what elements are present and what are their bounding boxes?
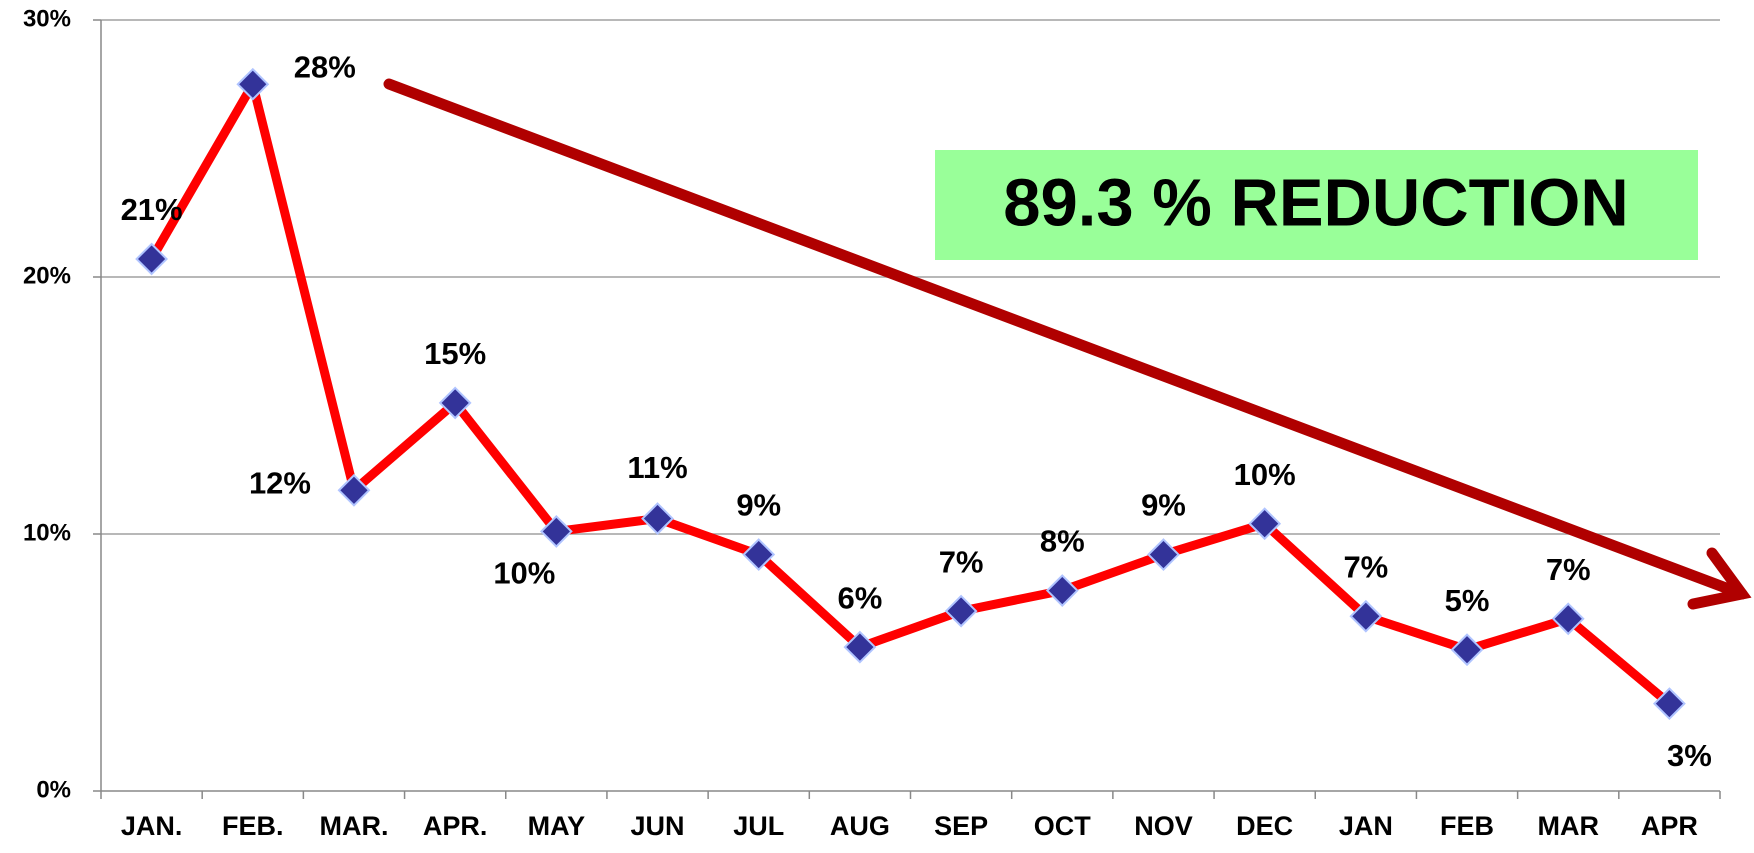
- y-tick-label: 30%: [23, 5, 71, 32]
- annotation-box: [935, 150, 1698, 260]
- trend-arrow: [383, 78, 1752, 610]
- data-label: 5%: [1445, 583, 1490, 618]
- y-tick-label: 20%: [23, 262, 71, 289]
- x-tick-label: JAN.: [121, 811, 183, 841]
- x-tick-label: MAR: [1537, 811, 1599, 841]
- x-tick-label: FEB.: [222, 811, 284, 841]
- arrow-shaft: [383, 78, 1748, 600]
- data-label: 10%: [1234, 457, 1296, 492]
- data-label: 7%: [939, 544, 984, 579]
- x-tick-label: FEB: [1440, 811, 1494, 841]
- marker: [1652, 687, 1686, 721]
- marker: [641, 502, 674, 535]
- arrow-head: [1687, 547, 1752, 610]
- x-tick-label: JUL: [733, 811, 784, 841]
- marker: [1349, 599, 1383, 633]
- marker: [742, 538, 776, 571]
- marker: [337, 473, 371, 507]
- data-label: 7%: [1343, 549, 1388, 584]
- x-tick-label: AUG: [830, 811, 890, 841]
- marker: [236, 67, 270, 101]
- x-tick-label: SEP: [934, 811, 988, 841]
- data-label: 12%: [249, 465, 311, 500]
- data-label: 9%: [736, 488, 781, 523]
- x-tick-label: MAR.: [319, 811, 388, 841]
- x-tick-label: APR: [1641, 811, 1698, 841]
- marker: [944, 594, 978, 628]
- marker: [1248, 507, 1282, 541]
- marker: [1551, 602, 1585, 636]
- data-label: 9%: [1141, 488, 1186, 523]
- marker: [438, 386, 472, 420]
- x-tick-label: MAY: [528, 811, 586, 841]
- marker: [1147, 538, 1180, 571]
- series-line: [147, 79, 1673, 708]
- y-tick-label: 0%: [36, 776, 71, 803]
- y-tick-label: 10%: [23, 519, 71, 546]
- data-label: 15%: [424, 336, 486, 371]
- marker: [843, 630, 877, 664]
- data-label: 21%: [121, 192, 183, 227]
- data-label: 3%: [1667, 738, 1712, 773]
- data-label: 7%: [1546, 552, 1591, 587]
- marker: [539, 515, 573, 548]
- x-tick-label: NOV: [1134, 811, 1193, 841]
- data-label: 8%: [1040, 524, 1085, 559]
- marker: [1450, 633, 1484, 667]
- x-tick-label: APR.: [423, 811, 488, 841]
- marker: [1045, 574, 1079, 607]
- x-tick-label: OCT: [1034, 811, 1092, 841]
- data-label: 28%: [294, 49, 356, 84]
- x-tick-label: JUN: [631, 811, 685, 841]
- annotation: 89.3 % REDUCTION: [1003, 166, 1628, 241]
- data-label: 10%: [493, 556, 555, 591]
- data-label: 11%: [627, 450, 687, 485]
- data-label: 6%: [838, 580, 883, 615]
- x-tick-label: JAN: [1339, 811, 1393, 841]
- marker: [135, 242, 169, 276]
- x-tick-label: DEC: [1236, 811, 1293, 841]
